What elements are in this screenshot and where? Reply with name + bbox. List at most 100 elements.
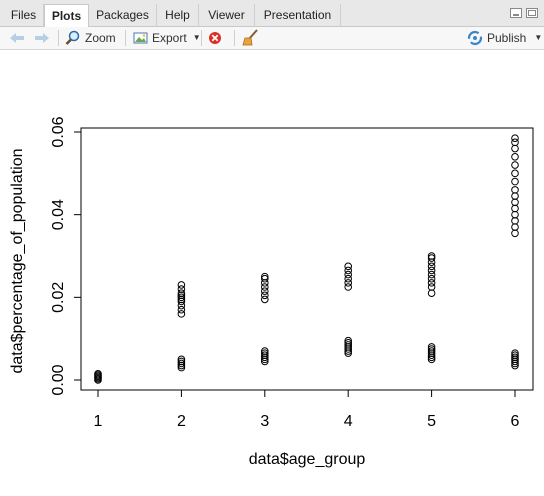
data-point xyxy=(344,283,353,291)
data-point xyxy=(261,347,269,355)
maximize-icon xyxy=(528,10,536,16)
arrow-right-icon xyxy=(35,33,49,43)
back-button[interactable] xyxy=(8,27,26,49)
clear-all-plots-button[interactable] xyxy=(242,27,260,49)
data-point xyxy=(177,289,186,297)
remove-plot-icon xyxy=(209,32,221,44)
data-point xyxy=(511,186,519,194)
data-point xyxy=(177,285,186,293)
data-point xyxy=(261,351,269,360)
plot-viewer: 1 2 3 4 5 6 0.00 0.02 0.04 0.06 data$age_group d… xyxy=(0,50,544,491)
data-point xyxy=(427,270,436,279)
data-point xyxy=(511,223,519,231)
data-point xyxy=(511,349,519,357)
data-point xyxy=(344,270,353,279)
minimize-pane-button[interactable] xyxy=(510,8,522,18)
data-point xyxy=(177,310,186,318)
data-point xyxy=(427,283,436,291)
data-point xyxy=(427,289,436,297)
data-point xyxy=(344,262,353,271)
pane-tab-bar: Files Plots Packages Help Viewer Present… xyxy=(0,0,544,27)
y-tick-label: 0.04 xyxy=(50,199,67,230)
data-point xyxy=(261,291,269,300)
export-button[interactable]: Export ▼ xyxy=(133,27,201,49)
data-point xyxy=(427,345,436,353)
data-point xyxy=(177,293,186,302)
data-point xyxy=(511,217,519,225)
x-axis: 1 2 3 4 5 6 xyxy=(94,389,520,430)
data-point xyxy=(511,351,519,360)
x-tick-label: 6 xyxy=(511,413,520,430)
data-point xyxy=(511,177,519,186)
caret-down-icon: ▼ xyxy=(534,33,543,42)
data-point xyxy=(177,355,186,364)
y-tick-label: 0.00 xyxy=(50,364,67,395)
broom-icon xyxy=(242,29,258,46)
zoom-button[interactable]: Zoom xyxy=(65,27,116,49)
data-point xyxy=(261,287,269,295)
data-point xyxy=(511,229,519,238)
x-tick-label: 1 xyxy=(94,413,103,430)
data-point xyxy=(511,353,519,362)
scatter-plot: 1 2 3 4 5 6 0.00 0.02 0.04 0.06 data$age_group d… xyxy=(9,116,534,468)
data-point xyxy=(427,252,436,260)
publish-icon xyxy=(467,30,483,46)
x-tick-label: 3 xyxy=(260,413,269,430)
data-point xyxy=(511,169,519,178)
data-point xyxy=(261,272,269,281)
export-image-icon xyxy=(133,32,148,44)
data-point xyxy=(177,281,186,289)
export-label: Export xyxy=(152,31,187,45)
y-axis: 0.00 0.02 0.04 0.06 xyxy=(50,116,82,396)
plot-frame xyxy=(80,127,534,391)
data-point xyxy=(177,305,186,314)
data-point xyxy=(344,274,353,283)
tab-help[interactable]: Help xyxy=(157,4,199,27)
publish-button[interactable]: Publish ▼ xyxy=(467,27,542,49)
forward-button[interactable] xyxy=(33,27,51,49)
arrow-left-icon xyxy=(10,33,24,43)
maximize-pane-button[interactable] xyxy=(526,8,538,18)
data-point xyxy=(511,161,519,169)
data-point xyxy=(511,153,519,161)
tab-packages[interactable]: Packages xyxy=(89,4,157,27)
remove-plot-button[interactable] xyxy=(208,27,222,49)
data-point xyxy=(511,204,519,213)
publish-label: Publish xyxy=(487,31,527,45)
toolbar-divider xyxy=(234,30,235,46)
data-point xyxy=(177,357,186,366)
data-point xyxy=(94,370,102,378)
tab-files[interactable]: Files xyxy=(4,4,44,27)
data-point xyxy=(261,283,269,291)
data-point xyxy=(427,347,436,355)
tab-viewer[interactable]: Viewer xyxy=(199,4,255,27)
data-point xyxy=(511,198,519,207)
y-tick-label: 0.02 xyxy=(50,282,67,313)
data-point xyxy=(261,349,269,357)
toolbar-divider xyxy=(201,30,202,46)
tab-presentation[interactable]: Presentation xyxy=(255,4,341,27)
magnifier-icon xyxy=(65,30,80,45)
tab-plots[interactable]: Plots xyxy=(44,4,89,27)
data-point xyxy=(427,262,436,271)
plots-toolbar: Zoom Export ▼ Publish ▼ xyxy=(0,27,544,50)
data-point xyxy=(511,210,519,219)
data-point xyxy=(427,266,436,275)
x-tick-label: 4 xyxy=(344,413,353,430)
data-point xyxy=(177,359,186,368)
x-tick-label: 2 xyxy=(177,413,186,430)
data-point xyxy=(427,274,436,283)
data-point xyxy=(344,336,353,345)
caret-down-icon: ▼ xyxy=(192,33,201,42)
data-point xyxy=(344,279,353,287)
data-point xyxy=(344,339,353,347)
minimize-icon xyxy=(513,14,519,16)
data-point xyxy=(344,266,353,275)
data-point xyxy=(427,343,436,351)
data-point xyxy=(511,134,519,142)
toolbar-divider xyxy=(125,30,126,46)
x-axis-label: data$age_group xyxy=(249,451,366,468)
data-point xyxy=(427,279,436,287)
data-point xyxy=(511,144,519,153)
data-point xyxy=(261,274,269,283)
